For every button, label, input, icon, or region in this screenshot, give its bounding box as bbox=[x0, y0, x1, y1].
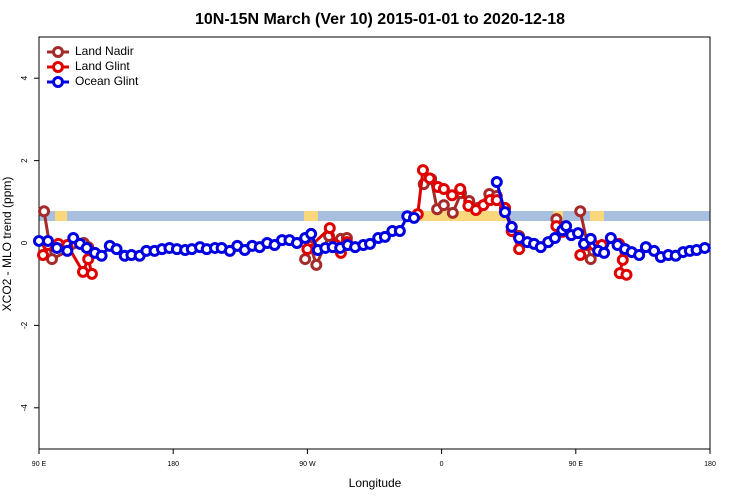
legend-label: Land Nadir bbox=[75, 44, 134, 58]
data-point bbox=[301, 243, 314, 256]
y-tick-label: -4 bbox=[20, 404, 29, 412]
data-point bbox=[505, 220, 518, 233]
legend-marker bbox=[52, 46, 64, 58]
y-axis-label: XCO2 - MLO trend (ppm) bbox=[0, 177, 14, 312]
data-point bbox=[37, 248, 50, 261]
data-point bbox=[620, 268, 633, 281]
data-point bbox=[604, 232, 617, 245]
data-point bbox=[598, 246, 611, 259]
land-patch bbox=[590, 211, 604, 221]
data-point bbox=[110, 243, 123, 256]
land-ocean-mask bbox=[39, 211, 710, 221]
legend-label: Ocean Glint bbox=[75, 74, 139, 88]
ocean-band bbox=[39, 211, 710, 221]
data-point bbox=[38, 205, 51, 218]
y-tick-label: 4 bbox=[20, 75, 29, 80]
y-tick-label: -2 bbox=[20, 321, 29, 329]
data-point bbox=[454, 183, 467, 196]
data-point bbox=[423, 172, 436, 185]
x-tick-label: 180 bbox=[167, 461, 179, 468]
data-point bbox=[574, 205, 587, 218]
data-point bbox=[299, 253, 312, 266]
land-patch bbox=[408, 211, 508, 221]
data-point bbox=[408, 211, 421, 224]
data-point bbox=[290, 237, 303, 249]
land-patch bbox=[304, 211, 318, 221]
data-point bbox=[364, 237, 377, 250]
data-point bbox=[633, 248, 646, 261]
data-point bbox=[616, 253, 629, 266]
data-point bbox=[698, 241, 711, 254]
data-point bbox=[560, 220, 573, 233]
data-point bbox=[513, 243, 526, 256]
data-point bbox=[498, 206, 511, 219]
data-point bbox=[45, 253, 58, 266]
data-point bbox=[95, 249, 108, 262]
data-point bbox=[393, 225, 406, 238]
x-axis-label: Longitude bbox=[349, 476, 402, 490]
data-point bbox=[416, 164, 429, 177]
y-tick-label: 0 bbox=[20, 240, 29, 245]
data-point bbox=[85, 267, 98, 280]
legend-marker bbox=[52, 76, 64, 88]
data-point bbox=[574, 248, 587, 261]
data-point bbox=[310, 258, 323, 271]
data-point bbox=[490, 176, 503, 189]
x-tick-label: 90 W bbox=[299, 461, 316, 468]
legend-marker bbox=[52, 61, 64, 73]
chart-title: 10N-15N March (Ver 10) 2015-01-01 to 202… bbox=[195, 11, 565, 28]
x-tick-label: 0 bbox=[440, 461, 444, 468]
data-point bbox=[437, 183, 450, 196]
y-tick-label: 2 bbox=[20, 158, 29, 163]
data-point bbox=[61, 244, 74, 257]
x-tick-label: 180 bbox=[704, 461, 716, 468]
land-patch bbox=[55, 211, 67, 221]
data-point bbox=[80, 241, 93, 254]
data-point bbox=[305, 227, 318, 240]
data-point bbox=[323, 222, 336, 235]
x-tick-label: 90 E bbox=[32, 461, 47, 468]
data-point bbox=[378, 230, 391, 243]
data-point bbox=[446, 206, 459, 219]
data-point bbox=[548, 232, 561, 245]
data-point bbox=[437, 199, 450, 212]
data-point bbox=[446, 189, 459, 202]
data-point bbox=[41, 234, 54, 247]
data-point bbox=[584, 253, 597, 266]
data-point bbox=[584, 232, 597, 245]
data-point bbox=[50, 241, 63, 254]
data-point bbox=[572, 227, 585, 240]
legend-label: Land Glint bbox=[75, 59, 130, 73]
x-tick-label: 90 E bbox=[569, 461, 584, 468]
